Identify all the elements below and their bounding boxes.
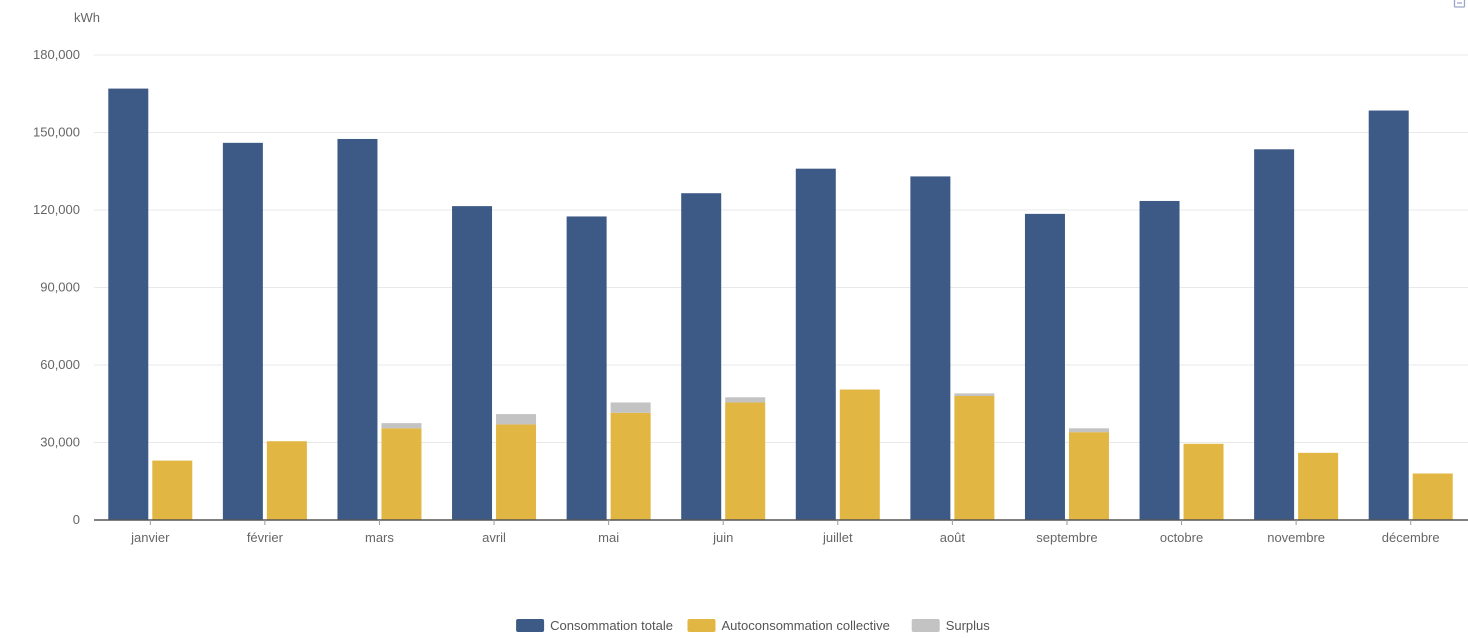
bar-autoconsommation-collective[interactable]: [839, 389, 880, 520]
bar-autoconsommation-collective[interactable]: [1183, 443, 1224, 520]
y-tick-label: 30,000: [40, 435, 80, 450]
bar-autoconsommation-collective[interactable]: [381, 428, 422, 520]
bar-autoconsommation-collective[interactable]: [954, 396, 995, 520]
y-tick-label: 120,000: [33, 202, 80, 217]
bar-consommation-totale[interactable]: [337, 138, 378, 521]
x-tick-label: août: [940, 530, 966, 545]
bar-consommation-totale[interactable]: [1024, 213, 1065, 520]
bar-surplus[interactable]: [496, 414, 537, 425]
bar-surplus[interactable]: [610, 402, 651, 413]
x-tick-label: janvier: [130, 530, 170, 545]
bars: [108, 88, 1453, 521]
bar-autoconsommation-collective[interactable]: [152, 460, 193, 520]
legend-label: Consommation totale: [550, 618, 673, 633]
bar-consommation-totale[interactable]: [681, 193, 722, 521]
x-tick-label: juin: [712, 530, 733, 545]
y-tick-label: 150,000: [33, 125, 80, 140]
legend-swatch: [911, 619, 940, 632]
bar-consommation-totale[interactable]: [795, 168, 836, 520]
x-tick-label: mars: [365, 530, 394, 545]
legend-swatch: [516, 619, 545, 632]
legend-item[interactable]: Consommation totale: [516, 618, 673, 633]
download-icon[interactable]: [1453, 0, 1466, 8]
y-tick-label: 90,000: [40, 280, 80, 295]
bar-consommation-totale[interactable]: [452, 206, 493, 520]
y-tick-label: 180,000: [33, 47, 80, 62]
bar-surplus[interactable]: [725, 397, 766, 403]
bar-autoconsommation-collective[interactable]: [1298, 452, 1339, 520]
x-tick-label: décembre: [1382, 530, 1440, 545]
bar-autoconsommation-collective[interactable]: [1412, 473, 1453, 521]
bar-consommation-totale[interactable]: [910, 176, 951, 520]
x-tick-label: octobre: [1160, 530, 1203, 545]
bar-surplus[interactable]: [1068, 428, 1109, 433]
bar-autoconsommation-collective[interactable]: [725, 402, 766, 520]
legend-label: Autoconsommation collective: [722, 618, 890, 633]
legend[interactable]: Consommation totale Autoconsommation coll…: [516, 618, 990, 633]
x-tick-label: février: [247, 530, 284, 545]
legend-swatch: [687, 619, 716, 632]
bar-autoconsommation-collective[interactable]: [610, 412, 651, 520]
y-tick-label: 60,000: [40, 357, 80, 372]
bar-surplus[interactable]: [381, 423, 422, 429]
legend-item[interactable]: Surplus: [911, 618, 991, 633]
bar-autoconsommation-collective[interactable]: [496, 424, 537, 520]
y-tick-label: 0: [73, 512, 80, 527]
x-tick-label: juillet: [822, 530, 853, 545]
bar-autoconsommation-collective[interactable]: [266, 441, 307, 520]
bar-consommation-totale[interactable]: [1368, 110, 1409, 521]
x-tick-label: mai: [598, 530, 619, 545]
x-tick-label: novembre: [1267, 530, 1325, 545]
x-tick-label: septembre: [1036, 530, 1097, 545]
bar-consommation-totale[interactable]: [108, 88, 149, 520]
bar-consommation-totale[interactable]: [1139, 200, 1180, 521]
x-tick-label: avril: [482, 530, 506, 545]
y-axis: 0 30,000 60,000 90,000 120,000 150,000 180,000: [33, 47, 80, 527]
bar-consommation-totale[interactable]: [222, 142, 263, 521]
legend-label: Surplus: [946, 618, 991, 633]
bar-surplus[interactable]: [954, 393, 995, 396]
gridlines: [94, 54, 1468, 443]
bar-consommation-totale[interactable]: [566, 216, 607, 521]
legend-item[interactable]: Autoconsommation collective: [687, 618, 890, 633]
bar-autoconsommation-collective[interactable]: [1068, 432, 1109, 520]
x-axis: janvier février mars avril mai juin juillet aoû…: [130, 520, 1440, 545]
y-axis-unit-label: kWh: [74, 10, 100, 25]
bar-consommation-totale[interactable]: [1254, 149, 1295, 520]
